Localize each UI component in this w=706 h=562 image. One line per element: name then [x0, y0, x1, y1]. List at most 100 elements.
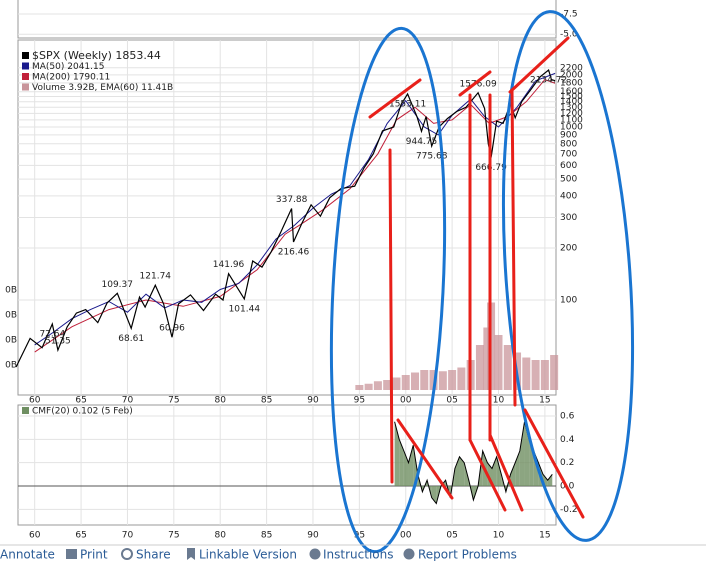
x-tick-label: 60 — [29, 396, 41, 406]
x-tick-label: 70 — [122, 531, 134, 541]
x-tick-label: 15 — [539, 396, 550, 406]
x-tick-label: 70 — [122, 396, 134, 406]
volume-bar — [540, 360, 549, 390]
volume-bar — [429, 370, 438, 390]
x-tick-label: 95 — [354, 531, 365, 541]
value-label: 337.88 — [276, 195, 308, 205]
ma-line — [34, 79, 556, 353]
volume-tick-label: 0B — [5, 286, 17, 296]
x-tick-label: 65 — [75, 531, 86, 541]
cmf-area — [496, 456, 502, 487]
legend-swatch — [22, 62, 29, 70]
grid — [18, 13, 556, 525]
value-label: 68.61 — [118, 334, 144, 344]
y-tick-label: 100 — [560, 296, 577, 306]
blue-ellipse — [501, 10, 635, 542]
y-tick-label: 0.4 — [560, 435, 575, 445]
x-tick-label: 95 — [354, 396, 365, 406]
cmf-area — [431, 486, 437, 504]
cmf-area — [547, 474, 553, 487]
link-icon — [187, 548, 195, 560]
volume-bar — [438, 371, 447, 390]
y-tick-label: 1400 — [560, 97, 583, 107]
value-label: 109.37 — [102, 280, 134, 290]
legend-swatch — [22, 52, 29, 59]
toolbar-item[interactable]: Instructions — [323, 548, 393, 562]
volume-bar — [494, 335, 503, 390]
volume-tick-label: 0B — [5, 361, 17, 371]
volume-bar — [475, 345, 484, 390]
volume-bar — [522, 357, 531, 390]
value-label: 2134.72 — [530, 76, 567, 86]
help-icon — [403, 548, 415, 560]
cmf-area — [510, 462, 516, 487]
y-tick-label: 0.2 — [560, 458, 574, 468]
y-tick-label: 800 — [560, 139, 577, 149]
x-tick-label: 10 — [493, 396, 505, 406]
toolbar-item[interactable]: Share — [136, 548, 171, 562]
y-tick-label: 400 — [560, 191, 577, 201]
y-tick-label: 1300 — [560, 103, 583, 113]
value-label: 1553.11 — [389, 99, 426, 109]
volume-bar — [411, 372, 420, 390]
cmf-area — [394, 421, 400, 487]
cmf-area — [515, 450, 520, 487]
toolbar-item[interactable]: Print — [80, 548, 108, 562]
volume-bar — [392, 377, 401, 390]
toolbar-item[interactable]: Report Problems — [418, 548, 517, 562]
annotations — [329, 10, 635, 554]
y-tick-label: -0.2 — [560, 505, 578, 515]
volume-tick-label: 0B — [5, 336, 17, 346]
x-tick-label: 65 — [75, 396, 86, 406]
y-tick-label: 0.6 — [560, 411, 575, 421]
y-tick-label: 500 — [560, 175, 577, 185]
value-label: 775.68 — [416, 152, 448, 162]
cmf-area — [403, 450, 409, 487]
x-tick-label: 05 — [446, 531, 457, 541]
x-tick-label: 00 — [400, 531, 412, 541]
x-tick-label: 80 — [214, 531, 226, 541]
x-tick-label: 05 — [446, 396, 457, 406]
y-tick-label: -7.5 — [560, 10, 578, 20]
x-tick-label: 90 — [307, 396, 319, 406]
x-tick-label: 75 — [168, 531, 179, 541]
y-tick-label: 1600 — [560, 87, 583, 97]
y-tick-label: 1500 — [560, 92, 583, 102]
volume-bar — [531, 360, 540, 390]
x-tick-label: 85 — [261, 531, 272, 541]
legend-entry: Volume 3.92B, EMA(60) 11.41B — [32, 83, 173, 93]
print-icon — [66, 549, 77, 559]
red-lines — [368, 36, 585, 519]
toolbar: Annotate Print Share Linkable Version In… — [0, 544, 706, 562]
y-tick-label: 200 — [560, 243, 577, 253]
cmf-area — [459, 456, 465, 487]
volume-bar — [420, 370, 429, 390]
volume-bar — [550, 355, 559, 390]
legend-entry: MA(200) 1790.11 — [32, 73, 110, 83]
toolbar-item[interactable]: Annotate — [0, 548, 55, 562]
x-tick-label: 00 — [400, 396, 412, 406]
value-label: 944.75 — [406, 137, 438, 147]
labels: -5.0-7.5-10.0100200300400500600700800900… — [5, 10, 583, 541]
value-label: 121.74 — [140, 272, 172, 282]
cmf-area — [422, 480, 428, 492]
toolbar-item[interactable]: Linkable Version — [199, 548, 297, 562]
y-tick-label: 700 — [560, 149, 577, 159]
x-tick-label: 60 — [29, 531, 41, 541]
volume-bar — [448, 370, 457, 390]
cmf-area — [408, 445, 414, 487]
y-tick-label: 900 — [560, 130, 577, 140]
y-tick-label: -5.0 — [560, 30, 578, 40]
x-tick-label: 90 — [307, 531, 319, 541]
volume-bar — [383, 380, 392, 390]
legend-swatch — [22, 407, 29, 414]
x-tick-label: 75 — [168, 396, 179, 406]
cmf-area — [454, 456, 460, 487]
y-tick-label: 2200 — [560, 63, 583, 73]
value-label: 216.46 — [278, 248, 310, 258]
volume-bar — [355, 385, 364, 390]
y-tick-label: 300 — [560, 213, 577, 223]
volume-bar — [373, 381, 382, 390]
